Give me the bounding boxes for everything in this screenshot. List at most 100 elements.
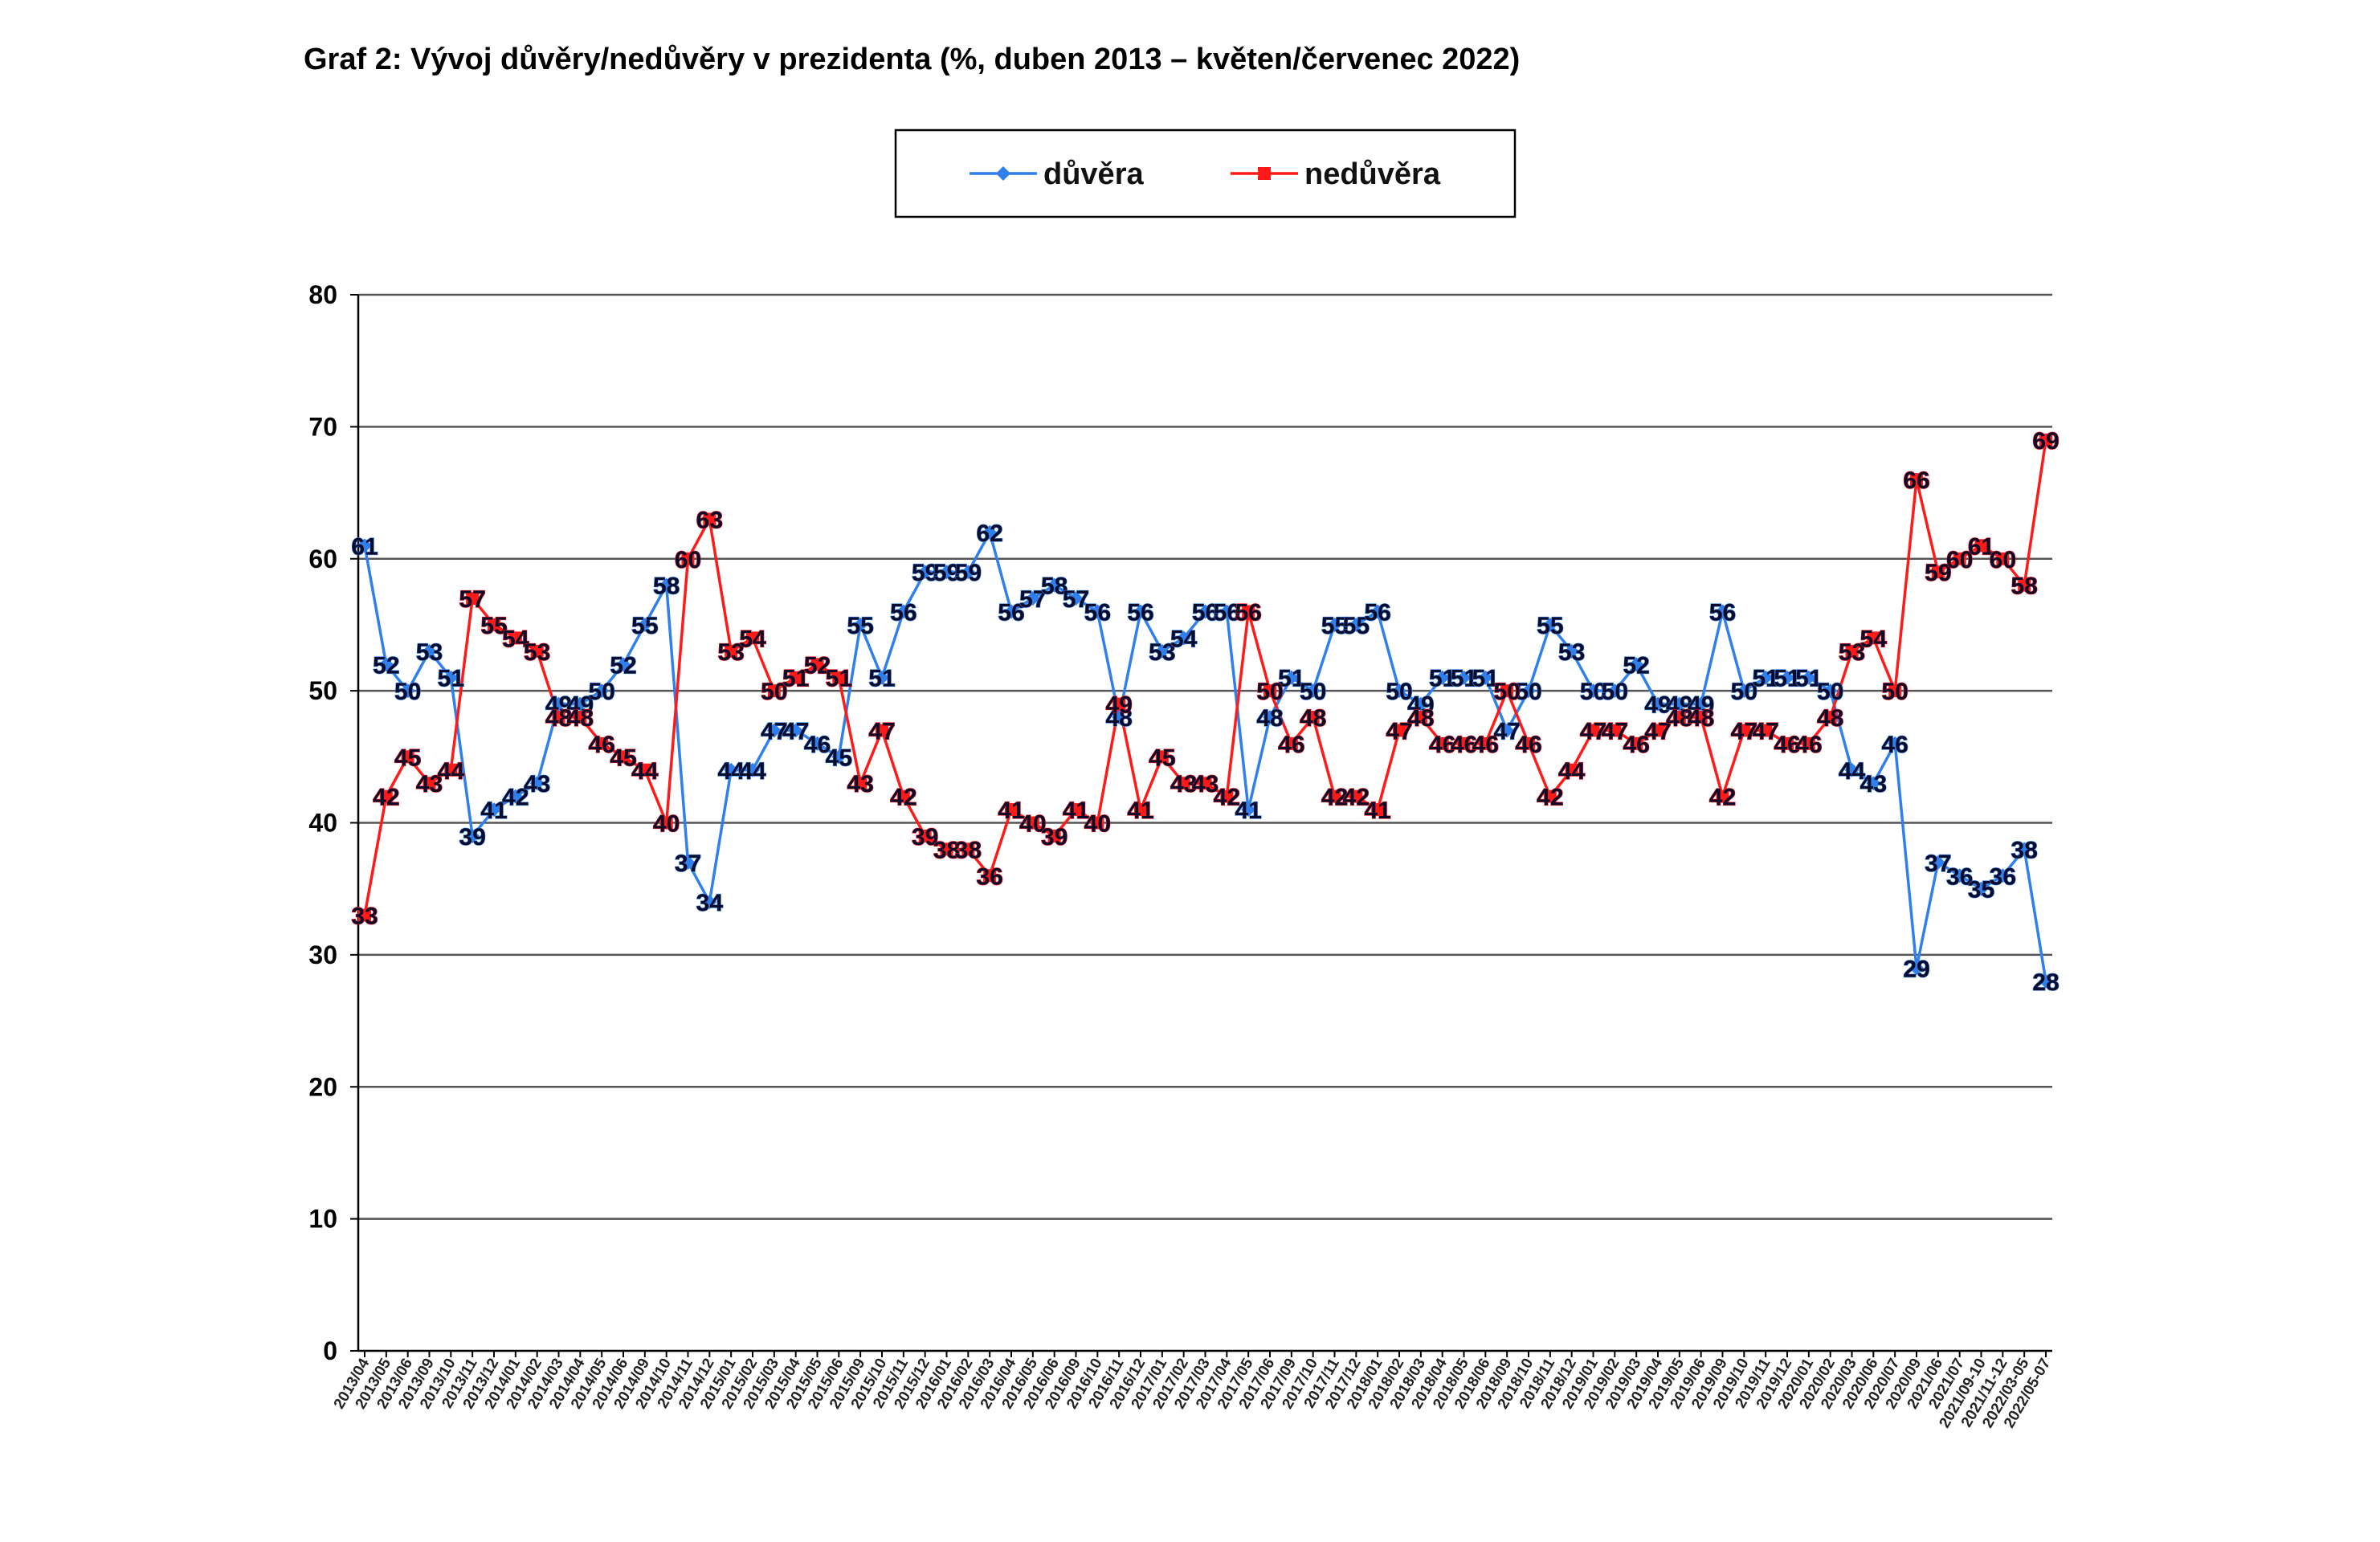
data-label: 50: [1602, 679, 1628, 705]
data-label: 43: [524, 771, 550, 798]
data-label: 45: [826, 744, 852, 771]
point-marker: [508, 789, 523, 804]
data-label: 61: [351, 533, 378, 560]
data-label: 39: [459, 824, 485, 851]
data-label: 55: [1343, 613, 1370, 639]
point-marker: [1198, 604, 1213, 619]
data-label: 46: [588, 732, 614, 758]
point-marker: [1715, 604, 1730, 619]
point-marker: [1069, 803, 1083, 817]
point-marker: [1565, 763, 1578, 777]
point-marker: [854, 777, 867, 790]
point-marker: [982, 524, 998, 540]
data-label: 57: [1019, 586, 1046, 613]
point-marker: [1284, 736, 1298, 750]
y-tick-label: 30: [308, 940, 337, 969]
point-marker: [573, 696, 588, 712]
point-marker: [1651, 724, 1664, 737]
data-label: 54: [1860, 626, 1888, 652]
data-label: 44: [739, 758, 766, 785]
point-marker: [745, 762, 760, 777]
point-marker: [1522, 736, 1535, 750]
point-marker: [1888, 736, 1903, 751]
point-marker: [444, 763, 458, 777]
point-marker: [1542, 617, 1557, 632]
point-marker: [1413, 696, 1428, 712]
point-marker: [1047, 829, 1061, 842]
point-marker: [1909, 961, 1924, 976]
point-marker: [1219, 604, 1235, 619]
data-label: 41: [480, 798, 507, 824]
point-marker: [423, 777, 436, 790]
point-marker: [1608, 724, 1622, 737]
point-marker: [488, 618, 500, 631]
point-marker: [508, 631, 522, 645]
point-marker: [1047, 577, 1062, 593]
data-label: 59: [912, 560, 938, 586]
point-marker: [1263, 710, 1277, 724]
data-label: 50: [1881, 679, 1908, 705]
data-label: 42: [1537, 785, 1563, 811]
data-label: 54: [739, 626, 766, 652]
point-marker: [1867, 631, 1880, 645]
data-label: 33: [351, 904, 378, 930]
data-label: 50: [1515, 679, 1541, 705]
data-label: 48: [1666, 705, 1692, 732]
point-marker: [810, 658, 824, 671]
data-label: 51: [1472, 666, 1499, 692]
data-label: 36: [976, 863, 1002, 890]
point-marker: [1521, 683, 1536, 699]
point-marker: [1781, 736, 1794, 750]
data-label: 37: [675, 851, 701, 877]
data-label: 48: [1407, 705, 1434, 732]
point-marker: [358, 908, 371, 922]
data-label: 42: [1214, 785, 1240, 811]
point-marker: [1134, 803, 1147, 817]
data-label: 49: [1105, 692, 1132, 719]
data-label: 60: [1946, 547, 1973, 573]
point-marker: [1392, 683, 1406, 699]
y-tick-label: 40: [308, 809, 337, 838]
data-label: 48: [545, 705, 572, 732]
data-label: 50: [761, 679, 787, 705]
data-label: 55: [847, 613, 873, 639]
point-marker: [1500, 684, 1514, 698]
data-label: 63: [696, 507, 723, 533]
point-marker: [788, 723, 803, 738]
data-label: 56: [1127, 600, 1153, 626]
point-marker: [1500, 723, 1515, 738]
point-marker: [637, 617, 652, 632]
data-label: 39: [912, 824, 938, 851]
data-label: 55: [631, 613, 658, 639]
data-label: 50: [1817, 679, 1843, 705]
data-label: 51: [438, 666, 464, 692]
data-label: 42: [1321, 785, 1348, 811]
data-label: 56: [1364, 600, 1390, 626]
point-marker: [1004, 604, 1019, 619]
data-label: 57: [459, 586, 485, 613]
data-label: 47: [1386, 718, 1412, 744]
point-marker: [896, 604, 911, 619]
data-label: 47: [761, 718, 787, 744]
point-marker: [1305, 683, 1321, 699]
data-label: 28: [2032, 969, 2059, 996]
data-label: 40: [1084, 811, 1111, 838]
point-marker: [702, 895, 717, 910]
point-marker: [574, 711, 587, 724]
data-label: 43: [1170, 771, 1197, 798]
data-label: 51: [868, 666, 895, 692]
data-label: 53: [717, 639, 744, 666]
chart-title: Graf 2: Vývoj důvěry/nedůvěry v preziden…: [304, 43, 1520, 76]
point-marker: [1694, 711, 1708, 724]
point-marker: [983, 869, 997, 883]
point-marker: [1801, 670, 1816, 685]
data-label: 46: [1429, 732, 1455, 758]
data-label: 58: [1041, 573, 1068, 600]
point-marker: [1953, 552, 1966, 565]
point-marker: [1025, 591, 1040, 606]
data-label: 42: [373, 785, 399, 811]
point-marker: [1974, 881, 1989, 896]
point-marker: [594, 683, 610, 699]
point-marker: [680, 855, 696, 870]
